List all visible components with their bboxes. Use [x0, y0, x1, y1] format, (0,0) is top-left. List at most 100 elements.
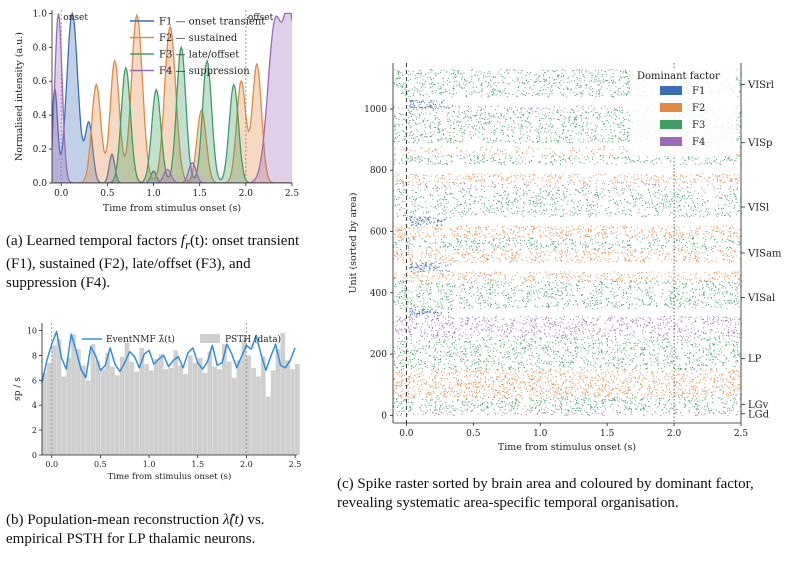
- raster-spike: [575, 106, 577, 107]
- raster-spike: [409, 216, 411, 218]
- raster-spike: [484, 114, 486, 116]
- raster-spike: [648, 230, 650, 232]
- raster-spike: [518, 123, 520, 125]
- raster-spike: [578, 139, 580, 141]
- raster-spike: [690, 198, 691, 199]
- raster-spike: [548, 118, 550, 119]
- raster-spike: [615, 158, 617, 160]
- raster-spike: [513, 131, 515, 133]
- raster-spike: [519, 236, 521, 238]
- raster-spike: [425, 136, 427, 138]
- raster-spike: [476, 92, 478, 93]
- raster-spike: [690, 187, 692, 189]
- raster-spike: [493, 125, 495, 127]
- psth-bar: [183, 374, 188, 455]
- raster-spike: [625, 180, 627, 182]
- raster-spike: [478, 173, 480, 175]
- raster-spike: [558, 209, 560, 211]
- raster-spike: [731, 180, 733, 182]
- raster-spike: [445, 191, 446, 193]
- raster-spike: [483, 72, 485, 74]
- raster-spike: [532, 231, 534, 232]
- raster-spike: [412, 120, 414, 121]
- raster-spike: [437, 122, 439, 124]
- raster-spike: [567, 78, 569, 80]
- raster-spike: [670, 160, 672, 162]
- ytick-label-b: 8: [32, 351, 37, 360]
- raster-spike: [615, 86, 617, 88]
- raster-spike: [445, 212, 447, 214]
- raster-spike: [583, 181, 585, 183]
- raster-spike: [517, 189, 518, 191]
- raster-spike: [492, 158, 494, 160]
- raster-spike: [585, 87, 587, 89]
- raster-spike: [563, 93, 565, 95]
- raster-spike: [729, 227, 731, 229]
- raster-spike: [613, 110, 615, 111]
- raster-spike: [468, 190, 470, 192]
- raster-spike: [676, 230, 678, 232]
- raster-spike: [533, 201, 535, 202]
- raster-spike: [461, 87, 463, 89]
- raster-spike: [558, 244, 560, 245]
- raster-spike: [568, 139, 570, 140]
- raster-spike: [582, 190, 584, 192]
- raster-spike: [625, 118, 627, 120]
- raster-spike: [520, 187, 521, 189]
- raster-spike: [508, 93, 510, 94]
- raster-spike: [430, 124, 431, 126]
- raster-spike: [438, 162, 440, 164]
- raster-spike: [641, 197, 643, 199]
- raster-spike: [648, 183, 650, 185]
- raster-spike: [550, 226, 552, 228]
- raster-spike: [436, 228, 438, 230]
- raster-spike: [572, 130, 573, 132]
- raster-spike: [436, 188, 437, 190]
- raster-spike: [431, 79, 432, 81]
- raster-spike: [538, 226, 540, 228]
- raster-spike: [694, 158, 696, 160]
- raster-spike: [728, 206, 730, 207]
- raster-spike: [558, 77, 560, 79]
- raster-spike: [587, 141, 589, 143]
- raster-spike: [617, 182, 619, 183]
- raster-spike: [483, 204, 485, 205]
- raster-spike: [507, 109, 509, 110]
- raster-spike: [453, 182, 455, 184]
- raster-spike: [591, 139, 593, 141]
- raster-spike: [681, 236, 683, 238]
- raster-spike: [441, 221, 443, 222]
- raster-spike: [625, 176, 627, 178]
- raster-spike: [622, 85, 624, 87]
- raster-spike: [683, 159, 685, 161]
- raster-spike: [593, 175, 594, 177]
- raster-spike: [613, 107, 615, 109]
- raster-spike: [420, 147, 422, 148]
- raster-spike: [420, 196, 422, 198]
- raster-spike: [662, 195, 664, 197]
- raster-spike: [540, 130, 542, 132]
- raster-spike: [738, 210, 740, 212]
- raster-spike: [563, 196, 565, 198]
- raster-spike: [409, 212, 411, 214]
- raster-spike: [585, 111, 587, 113]
- raster-spike: [480, 84, 482, 86]
- raster-spike: [455, 92, 457, 94]
- raster-spike: [722, 182, 724, 183]
- raster-spike: [528, 122, 530, 124]
- raster-spike: [579, 173, 581, 175]
- raster-spike: [404, 150, 406, 152]
- raster-spike: [615, 186, 617, 188]
- raster-spike: [491, 212, 493, 213]
- raster-spike: [529, 176, 530, 178]
- raster-spike: [736, 76, 738, 78]
- raster-spike: [502, 151, 503, 153]
- raster-spike: [591, 110, 592, 112]
- raster-spike: [540, 109, 542, 111]
- raster-spike: [441, 203, 442, 205]
- raster-spike: [622, 157, 624, 159]
- raster-spike: [582, 141, 584, 143]
- ylabel-a: Normalised intensity (a.u.): [14, 32, 25, 161]
- raster-spike: [593, 115, 595, 117]
- psth-bar: [134, 371, 140, 455]
